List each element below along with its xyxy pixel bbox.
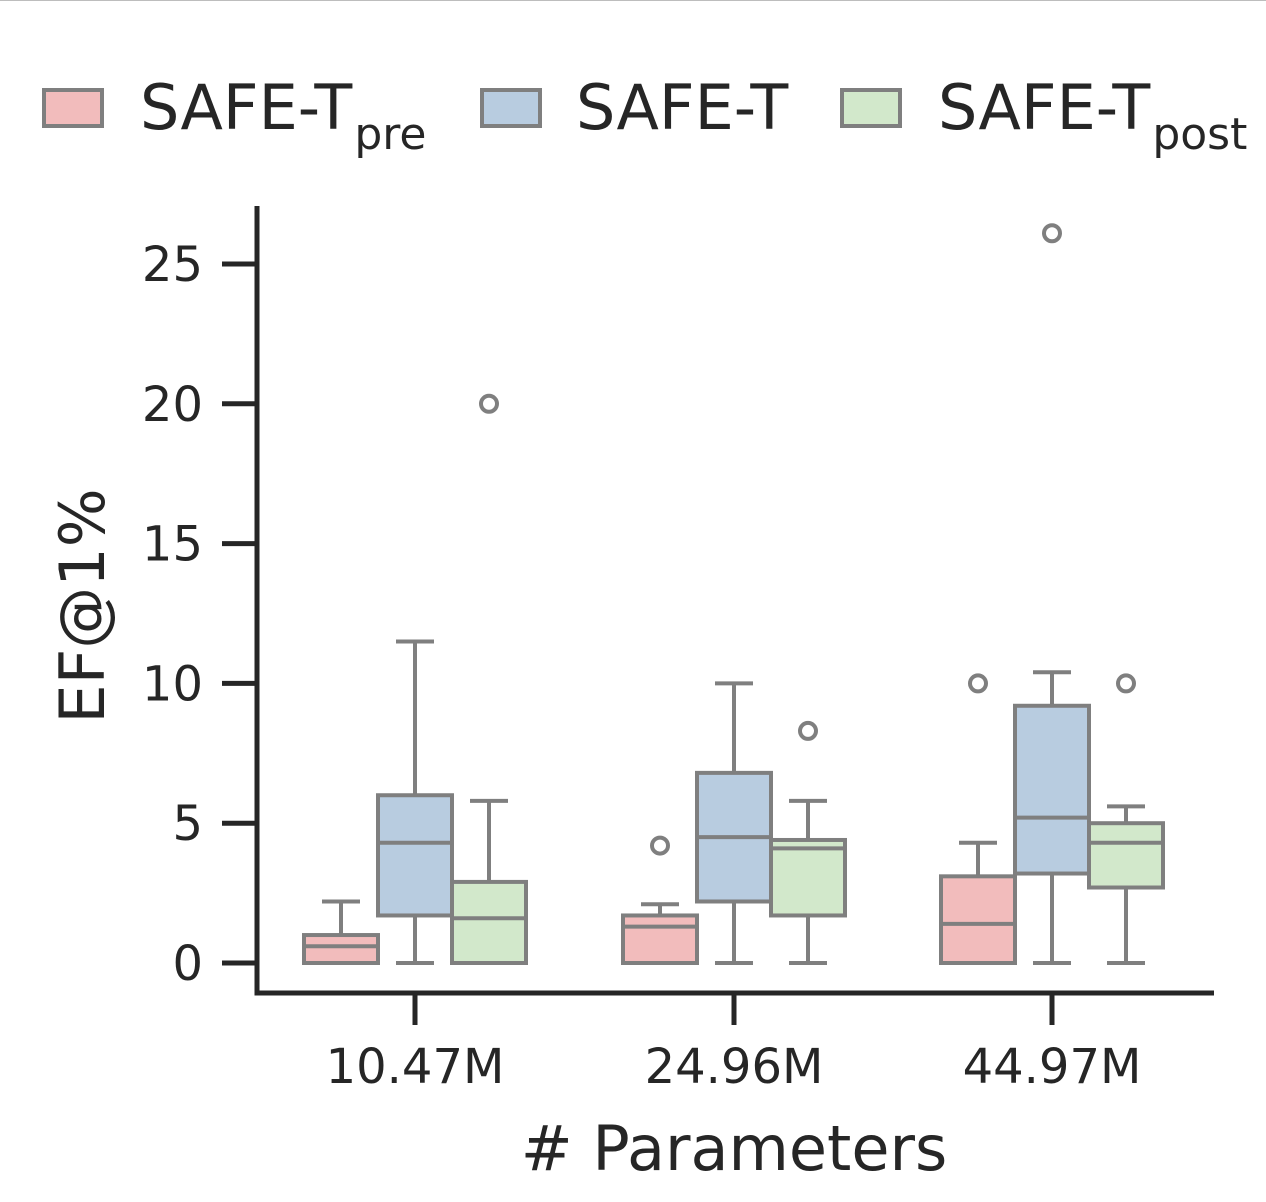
outlier-point (479, 393, 499, 414)
box-2-2 (1087, 673, 1165, 965)
legend-label-subscript: post (1152, 109, 1248, 160)
legend-swatch-safe-t-pre (42, 88, 104, 128)
legend-label-safe-t: SAFE-T (576, 72, 788, 144)
legend-label-base: SAFE-T (938, 71, 1151, 144)
box-iqr (302, 933, 380, 965)
box-0-0 (302, 899, 380, 965)
outlier-point (1116, 673, 1136, 694)
x-tick-label: 24.96M (645, 1039, 824, 1095)
legend-label-base: SAFE-T (140, 71, 353, 144)
y-axis: 0 5 10 15 20 25 (142, 206, 260, 996)
top-border-line (0, 0, 1266, 1)
outlier-point (798, 720, 818, 741)
outlier-point (968, 673, 988, 694)
legend-label-safe-t-post: SAFE-Tpost (938, 71, 1247, 161)
box-iqr (621, 913, 699, 966)
y-tick-label: 15 (142, 517, 203, 573)
box-iqr (769, 837, 847, 918)
outlier-point (1042, 223, 1062, 244)
box-iqr (1013, 703, 1091, 876)
outlier-point (650, 835, 670, 856)
legend-label-safe-t-pre: SAFE-Tpre (140, 71, 426, 161)
y-tick-label: 10 (142, 656, 203, 712)
box-2-0 (450, 393, 528, 966)
y-tick-label: 20 (142, 377, 203, 433)
legend-swatch-safe-t-post (840, 88, 902, 128)
box-0-1 (621, 835, 699, 966)
legend: SAFE-Tpre SAFE-T SAFE-Tpost (0, 62, 1266, 162)
y-tick-label: 5 (172, 796, 203, 852)
box-2-1 (769, 720, 847, 965)
box-iqr (939, 874, 1017, 965)
box-iqr (376, 793, 454, 918)
box-1-2 (1013, 223, 1091, 965)
box-1-0 (376, 639, 454, 965)
legend-swatch-safe-t (480, 88, 542, 128)
y-tick-label: 25 (142, 237, 203, 293)
x-axis: 10.47M 24.96M 44.97M (254, 990, 1214, 1095)
box-plots (302, 223, 1165, 966)
x-tick-label: 44.97M (963, 1039, 1142, 1095)
box-iqr (450, 879, 528, 966)
box-iqr (1087, 821, 1165, 890)
y-tick-label: 0 (172, 936, 203, 992)
box-1-1 (695, 681, 773, 965)
x-axis-label: # Parameters (521, 1112, 948, 1185)
box-0-2 (939, 673, 1017, 965)
legend-label-base: SAFE-T (576, 71, 789, 144)
y-axis-label: EF@1% (46, 488, 119, 723)
x-tick-label: 10.47M (326, 1039, 505, 1095)
legend-label-subscript: pre (354, 109, 427, 160)
